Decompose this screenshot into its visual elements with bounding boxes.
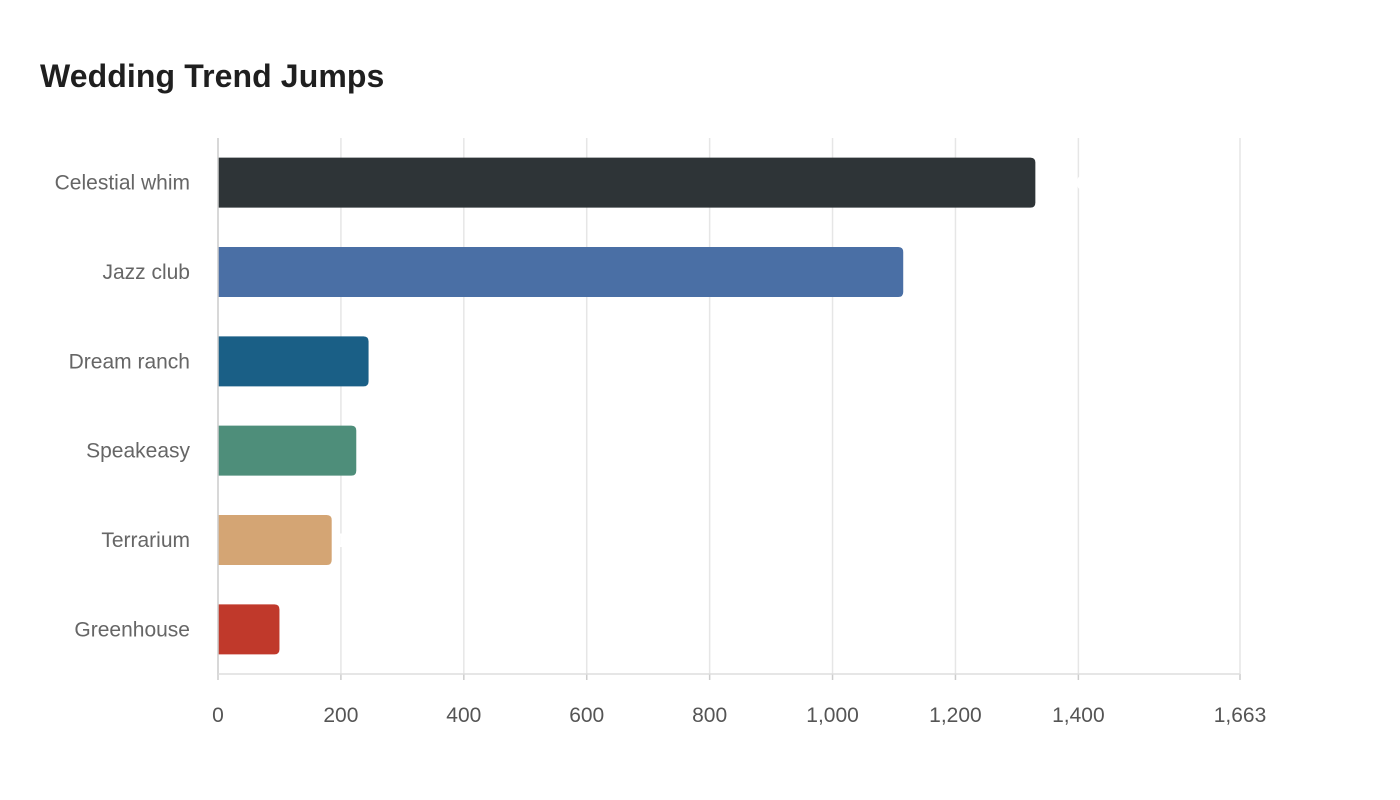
bar (218, 247, 904, 297)
chart-title: Wedding Trend Jumps (40, 58, 385, 94)
value-label: 1,330 (1039, 174, 1087, 195)
value-label: 185 (336, 531, 368, 552)
x-tick-label: 1,663 (1214, 704, 1267, 727)
gridlines (340, 138, 1241, 674)
x-tick-label: 1,200 (929, 704, 982, 727)
value-label: 225 (360, 442, 392, 463)
x-tick-label: 200 (323, 704, 358, 727)
value-label: 1,115 (907, 263, 954, 284)
category-label: Jazz club (102, 261, 190, 284)
category-label: Terrarium (101, 529, 190, 552)
axes (217, 138, 1241, 680)
category-label: Speakeasy (86, 440, 190, 463)
bar (218, 336, 369, 387)
x-tick-label: 1,400 (1052, 704, 1105, 727)
x-tick-label: 1,000 (806, 704, 859, 727)
category-label: Celestial whim (55, 172, 190, 195)
labels: 0 200 400 600 800 1,000 1,200 1,400 1,663 Celesti… (55, 172, 1267, 727)
bar (218, 515, 332, 565)
x-tick-label: 400 (446, 704, 481, 727)
value-label: 100 (283, 620, 315, 641)
category-label: Greenhouse (74, 618, 190, 641)
x-tick-label: 800 (692, 704, 727, 727)
bars (218, 157, 1036, 655)
x-tick-label: 600 (569, 704, 604, 727)
bar (218, 425, 357, 476)
x-tick-label: 0 (212, 704, 224, 727)
value-label: 245 (373, 352, 405, 373)
bar (218, 604, 280, 655)
category-label: Dream ranch (69, 350, 190, 373)
bar (218, 157, 1036, 208)
